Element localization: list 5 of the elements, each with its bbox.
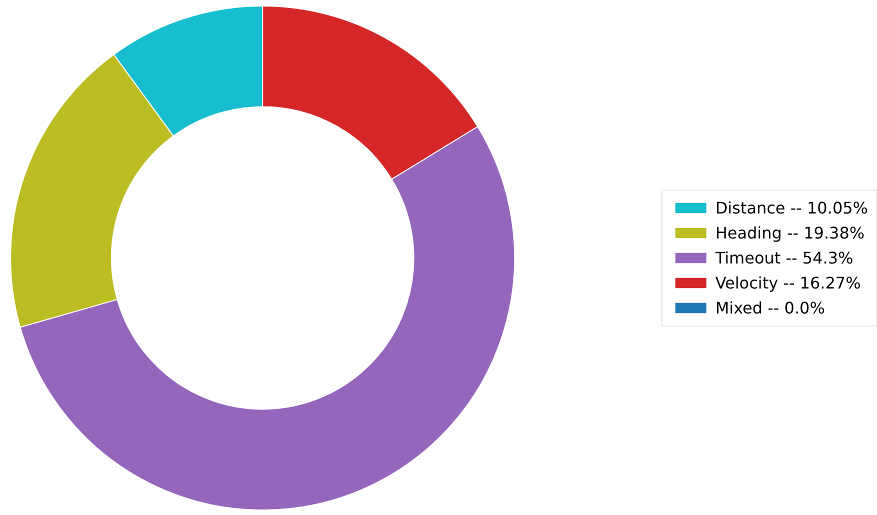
legend-label: Mixed -- 0.0% — [715, 298, 825, 317]
legend-label: Distance -- 10.05% — [715, 198, 868, 217]
legend-label: Velocity -- 16.27% — [715, 273, 861, 292]
legend-label: Timeout -- 54.3% — [715, 248, 854, 267]
legend-label: Heading -- 19.38% — [715, 223, 865, 242]
